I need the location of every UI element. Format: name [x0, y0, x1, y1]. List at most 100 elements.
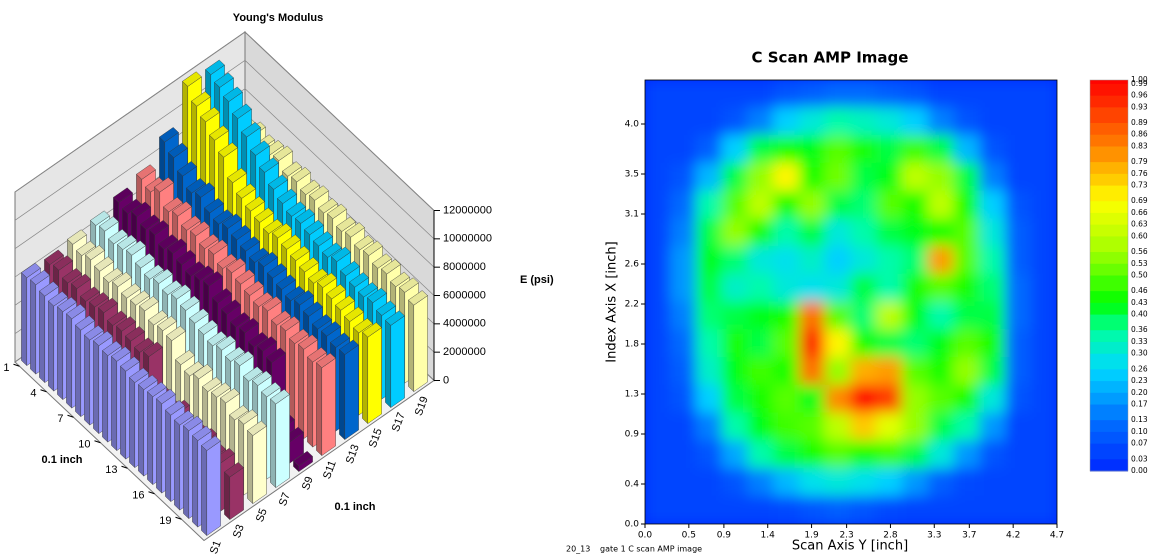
heatmap-cell [1031, 80, 1058, 109]
heatmap-cell [1005, 385, 1032, 414]
colorbar-label: 0.13 [1131, 415, 1148, 424]
colorbar-label: 0.56 [1131, 247, 1148, 256]
heatmap-cell [1031, 468, 1058, 497]
row-tick-label: 1 [3, 362, 9, 374]
x-tick-label: 0.9 [717, 531, 732, 541]
heatmap-cell [722, 135, 749, 164]
heatmap-cell [851, 246, 878, 275]
heatmap-cell [954, 191, 981, 220]
bar-side [57, 307, 62, 400]
heatmap-cell [876, 440, 903, 469]
colorbar-label: 0.00 [1131, 466, 1148, 475]
y-tick-label: 4.0 [625, 120, 640, 130]
heatmap-cell [1031, 329, 1058, 358]
row-tick-label: 13 [105, 464, 117, 476]
heatmap-cell [696, 302, 723, 331]
heatmap-cell [1031, 302, 1058, 331]
series-tick-label: S15 [367, 427, 385, 450]
heatmap-cell [979, 496, 1006, 525]
footnote: 20_13 [566, 545, 590, 554]
colorbar-segment [1090, 303, 1128, 315]
heatmap-cell [696, 385, 723, 414]
heatmap-cell [979, 413, 1006, 442]
heatmap-cell [773, 468, 800, 497]
heatmap-cell [722, 329, 749, 358]
heatmap-cell [670, 440, 697, 469]
colorbar-segment [1090, 135, 1128, 147]
heatmap-cell [645, 163, 672, 192]
heatmap-cell [645, 496, 672, 525]
colorbar-label: 0.96 [1131, 91, 1148, 100]
series-tick-label: S1 [208, 539, 224, 556]
heatmap-cell [722, 496, 749, 525]
x-tick-label: 3.7 [962, 531, 976, 541]
heatmap-cell [696, 107, 723, 136]
heatmap-cell [928, 440, 955, 469]
bar-side [201, 446, 206, 536]
x-tick-label: 2.8 [883, 531, 898, 541]
heatmap-cell [670, 163, 697, 192]
colorbar-segment [1090, 252, 1128, 264]
heatmap-cell [979, 163, 1006, 192]
colorbar-segment [1090, 264, 1128, 276]
y-tick-label: 2.6 [625, 260, 640, 270]
heatmap-cell [645, 302, 672, 331]
heatmap-cell [748, 163, 775, 192]
heatmap-cell [876, 357, 903, 386]
row-tick-label: 16 [132, 490, 144, 502]
heatmap-cell [1005, 107, 1032, 136]
heatmap-cell [670, 413, 697, 442]
heatmap-cell [722, 246, 749, 275]
heatmap-cell [954, 329, 981, 358]
heatmap-cell [825, 440, 852, 469]
heatmap-cell [670, 80, 697, 109]
heatmap-cell [876, 80, 903, 109]
colorbar-label: 0.50 [1131, 271, 1148, 280]
heatmap-cell [928, 496, 955, 525]
heatmap-cell [825, 385, 852, 414]
heatmap-cell [851, 80, 878, 109]
heatmap-chart: C Scan AMP Image Scan Axis Y [inch] Inde… [566, 49, 1148, 554]
bar-side [84, 335, 89, 425]
bar-side [21, 273, 26, 366]
series-tick-label: S9 [300, 475, 316, 492]
heatmap-cell [1005, 468, 1032, 497]
heatmap-cell [696, 329, 723, 358]
heatmap-cell [876, 468, 903, 497]
heatmap-cell [954, 440, 981, 469]
heatmap-cell [773, 496, 800, 525]
heatmap-cell [696, 440, 723, 469]
heatmap-cell [876, 274, 903, 303]
heatmap-cell [645, 107, 672, 136]
colorbar-segment [1090, 354, 1128, 370]
heatmap-cell [902, 468, 929, 497]
heatmap-cell [876, 302, 903, 331]
heatmap-cell [1031, 191, 1058, 220]
heatmap-cell [773, 191, 800, 220]
heatmap-cell [748, 191, 775, 220]
heatmap-cell [851, 329, 878, 358]
heatmap-cell [773, 385, 800, 414]
series-tick-label: S3 [231, 523, 247, 540]
bar-side [316, 363, 321, 456]
bar-side [165, 410, 170, 502]
heatmap-cell [748, 468, 775, 497]
heatmap-cell [645, 80, 672, 109]
heatmap-cell [825, 80, 852, 109]
bar-front [276, 394, 290, 487]
x-tick-label: 4.7 [1050, 531, 1064, 541]
bar-front [391, 316, 405, 408]
heatmap-cell [954, 274, 981, 303]
colorbar-label: 0.66 [1131, 208, 1148, 217]
heatmap-cell [722, 385, 749, 414]
heatmap-cell [1031, 496, 1058, 525]
heatmap-cell [928, 135, 955, 164]
heatmap-cell [979, 246, 1006, 275]
series-tick-label: S7 [277, 491, 293, 508]
heatmap-cell [825, 302, 852, 331]
z-tick-label: 0 [443, 374, 449, 386]
heatmap-cell [954, 413, 981, 442]
y-axis-label: Index Axis X [inch] [605, 241, 620, 362]
heatmap-cell [902, 246, 929, 275]
